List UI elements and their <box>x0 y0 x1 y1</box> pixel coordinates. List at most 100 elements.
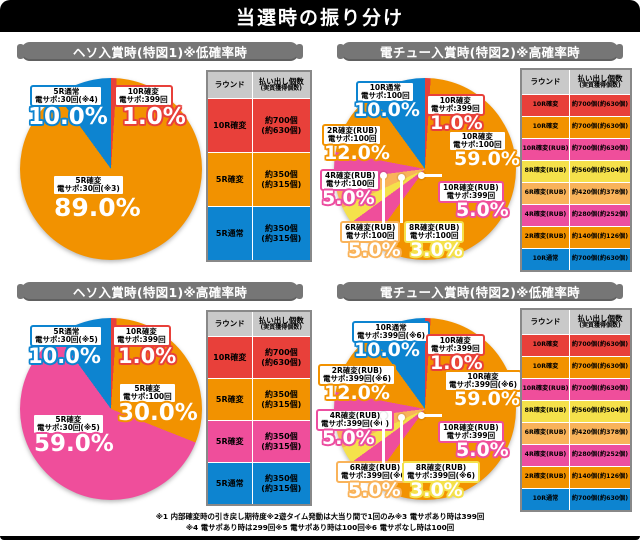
cell-payout: 約560個(約504個) <box>568 400 632 423</box>
pie-label-10r-rub: 10R確変(RUB) 電サポ:399回 <box>438 181 504 203</box>
header-round: ラウンド <box>520 68 570 95</box>
pie-pct-5r-kakuhen-30: 59.0% <box>34 431 114 457</box>
pie-label-10r-normal: 10R通常 電サポ:100回 <box>356 81 415 103</box>
payout-table-heso-low: ラウンド 払い出し個数 (実質獲得個数) 10R確変 約700個 (約630個)… <box>206 70 312 262</box>
header-payout: 払い出し個数 (実質獲得個数) <box>251 70 312 99</box>
table-row: 8R確変(RUB) 約560個(約504個) <box>520 400 632 423</box>
table-header-row: ラウンド 払い出し個数 (実質獲得個数) <box>520 68 632 95</box>
payout-table-dench-low: ラウンド 払い出し個数 (実質獲得個数) 10R確変 約700個(約630個) … <box>520 308 632 512</box>
table-row: 10R確変 約700個 (約630個) <box>206 98 312 153</box>
table-row: 10R確変 約700個(約630個) <box>520 94 632 117</box>
table-row: 10R確変 約700個(約630個) <box>520 334 632 357</box>
panel-dench-high-banner: 電チュー入賞時(特図2)※高確率時 <box>337 42 623 61</box>
pie-pct-10r-rub: 5.0% <box>456 439 509 461</box>
table-row: 4R確変(RUB) 約280個(約252個) <box>520 444 632 467</box>
panel-heso-low-banner-label: ヘソ入賞時(特図1)※低確率時 <box>72 45 248 60</box>
page-title: 当選時の振り分け <box>235 6 404 29</box>
pie-label-2r-rub: 2R確変(RUB) 電サポ:100回 <box>322 124 383 146</box>
cell-round: 6R確変(RUB) <box>520 182 570 205</box>
footnote-line-2: ※4 電サポあり時は299回※5 電サポあり時は100回※6 電サポなし時は10… <box>185 522 455 532</box>
cell-payout: 約700個 (約630個) <box>251 336 312 379</box>
cell-round: 10R通常 <box>520 488 570 512</box>
pie-label-4r-rub: 4R確変(RUB) 電サポ:100回 <box>320 169 381 191</box>
pie-label-10r-kakuhen-399: 10R確変 電サポ:399回 <box>426 94 485 116</box>
table-header-row: ラウンド 払い出し個数 (実質獲得個数) <box>520 308 632 335</box>
pie-label-10r-rub: 10R確変(RUB) 電サポ:399回 <box>438 421 504 443</box>
table-row: 6R確変(RUB) 約420個(約378個) <box>520 182 632 205</box>
table-row: 5R確変 約350個 (約315個) <box>206 420 312 463</box>
table-row: 8R確変(RUB) 約560個(約504個) <box>520 160 632 183</box>
footnote-line-1: ※1 内部確変時の引き戻し期待度※2遊タイム発動は大当り間で1回のみ※3 電サポ… <box>155 512 485 521</box>
cell-payout: 約350個 (約315個) <box>251 462 312 506</box>
cell-payout: 約700個(約630個) <box>568 94 632 117</box>
cell-round: 10R確変 <box>520 94 570 117</box>
pie-label-5r-kakuhen: 5R確変 電サポ:30回(※3) <box>52 174 125 196</box>
cell-payout: 約280個(約252個) <box>568 204 632 227</box>
table-row: 10R確変 約700個(約630個) <box>520 356 632 379</box>
pie-label-6r-rub: 6R確変(RUB) 電サポ:100回 <box>340 221 401 243</box>
panel-dench-low-banner: 電チュー入賞時(特図2)※低確率時 <box>337 282 623 301</box>
cell-payout: 約700個(約630個) <box>568 488 632 512</box>
cell-payout: 約350個 (約315個) <box>251 206 312 262</box>
table-row: 5R通常 約350個 (約315個) <box>206 462 312 506</box>
cell-payout: 約140個(約126個) <box>568 466 632 489</box>
pie-label-5r-kakuhen-30: 5R確変 電サポ:30回(※5) <box>32 413 105 435</box>
cell-round: 4R確変(RUB) <box>520 204 570 227</box>
table-header-row: ラウンド 払い出し個数 (実質獲得個数) <box>206 310 312 337</box>
pie-pct-10r-kakuhen-100: 59.0% <box>454 148 520 170</box>
pie-pct-10r-kakuhen-main: 59.0% <box>454 388 520 410</box>
pie-pct-6r-rub: 5.0% <box>348 479 401 501</box>
table-row: 6R確変(RUB) 約420個(約378個) <box>520 422 632 445</box>
header-round: ラウンド <box>206 310 253 337</box>
pie-pct-4r-rub: 5.0% <box>322 187 375 209</box>
cell-round: 4R確変(RUB) <box>520 444 570 467</box>
header-round: ラウンド <box>520 308 570 335</box>
table-row: 4R確変(RUB) 約280個(約252個) <box>520 204 632 227</box>
pie-pct-5r-normal: 10.0% <box>28 344 101 368</box>
panel-heso-low: ヘソ入賞時(特図1)※低確率時 5R通常 電サポ:30回(※4) 10.0% 1… <box>6 42 314 274</box>
leader-line-6r <box>382 175 385 223</box>
pie-label-10r-kakuhen-399: 10R確変 電サポ:399回 <box>426 334 485 356</box>
table-header-row: ラウンド 払い出し個数 (実質獲得個数) <box>206 70 312 99</box>
table-row: 5R確変 約350個 (約315個) <box>206 378 312 421</box>
table-row: 2R確変(RUB) 約140個(約126個) <box>520 466 632 489</box>
cell-payout: 約140個(約126個) <box>568 226 632 249</box>
pie-pct-10r-kakuhen-399: 1.0% <box>430 112 483 134</box>
pie-pct-4r-rub: 5.0% <box>322 427 375 449</box>
cell-round: 10R確変 <box>520 334 570 357</box>
pie-label-4r-rub: 4R確変(RUB) 電サポ:399回(※6) <box>316 409 395 431</box>
pie-label-5r-normal: 5R通常 電サポ:30回(※5) <box>30 325 103 347</box>
header-payout: 払い出し個数 (実質獲得個数) <box>568 68 632 95</box>
leader-line-8r-v <box>400 417 403 463</box>
pie-pct-8r-rub: 3.0% <box>410 239 463 261</box>
panel-dench-low: 電チュー入賞時(特図2)※低確率時 10R通常 電サポ:399回(※6) 10.… <box>316 282 634 514</box>
panel-heso-low-banner: ヘソ入賞時(特図1)※低確率時 <box>17 42 303 61</box>
pie-label-2r-rub: 2R確変(RUB) 電サポ:399回(※6) <box>318 364 397 386</box>
panel-heso-high-banner-label: ヘソ入賞時(特図1)※高確率時 <box>72 285 248 300</box>
page-title-bar: 当選時の振り分け <box>0 0 640 32</box>
cell-payout: 約350個 (約315個) <box>251 420 312 463</box>
table-row: 5R確変 約350個 (約315個) <box>206 152 312 207</box>
table-row: 10R確変(RUB) 約700個(約630個) <box>520 378 632 401</box>
pie-pct-10r-kakuhen: 1.0% <box>118 344 177 368</box>
pie-label-10r-kakuhen: 10R確変 電サポ:399回 <box>114 85 173 107</box>
pie-chart-heso-high <box>20 318 202 500</box>
pie-label-8r-rub: 8R確変(RUB) 電サポ:100回 <box>404 221 465 243</box>
pie-pct-8r-rub: 3.0% <box>410 479 463 501</box>
cell-round: 5R確変 <box>206 378 253 421</box>
cell-round: 5R確変 <box>206 152 253 207</box>
pie-pct-5r-normal: 10.0% <box>28 104 108 130</box>
table-row: 5R通常 約350個 (約315個) <box>206 206 312 262</box>
cell-payout: 約700個(約630個) <box>568 334 632 357</box>
leader-line-8r-v <box>400 177 403 223</box>
pie-label-5r-kakuhen-100: 5R確変 電サポ:100回 <box>118 382 177 404</box>
cell-round: 10R確変 <box>520 116 570 139</box>
table-row: 10R通常 約700個(約630個) <box>520 248 632 272</box>
pie-pct-10r-normal: 10.0% <box>354 99 420 121</box>
pie-label-8r-rub: 8R確変(RUB) 電サポ:399回(※6) <box>402 461 481 483</box>
pie-label-10r-kakuhen-main: 10R確変 電サポ:399回(※6) <box>444 370 523 392</box>
pie-pct-10r-kakuhen-399: 1.0% <box>430 352 483 374</box>
pie-pct-2r-rub: 12.0% <box>324 382 390 404</box>
pie-label-10r-kakuhen-100: 10R確変 電サポ:100回 <box>448 130 507 152</box>
panel-dench-high-banner-label: 電チュー入賞時(特図2)※高確率時 <box>380 45 580 60</box>
